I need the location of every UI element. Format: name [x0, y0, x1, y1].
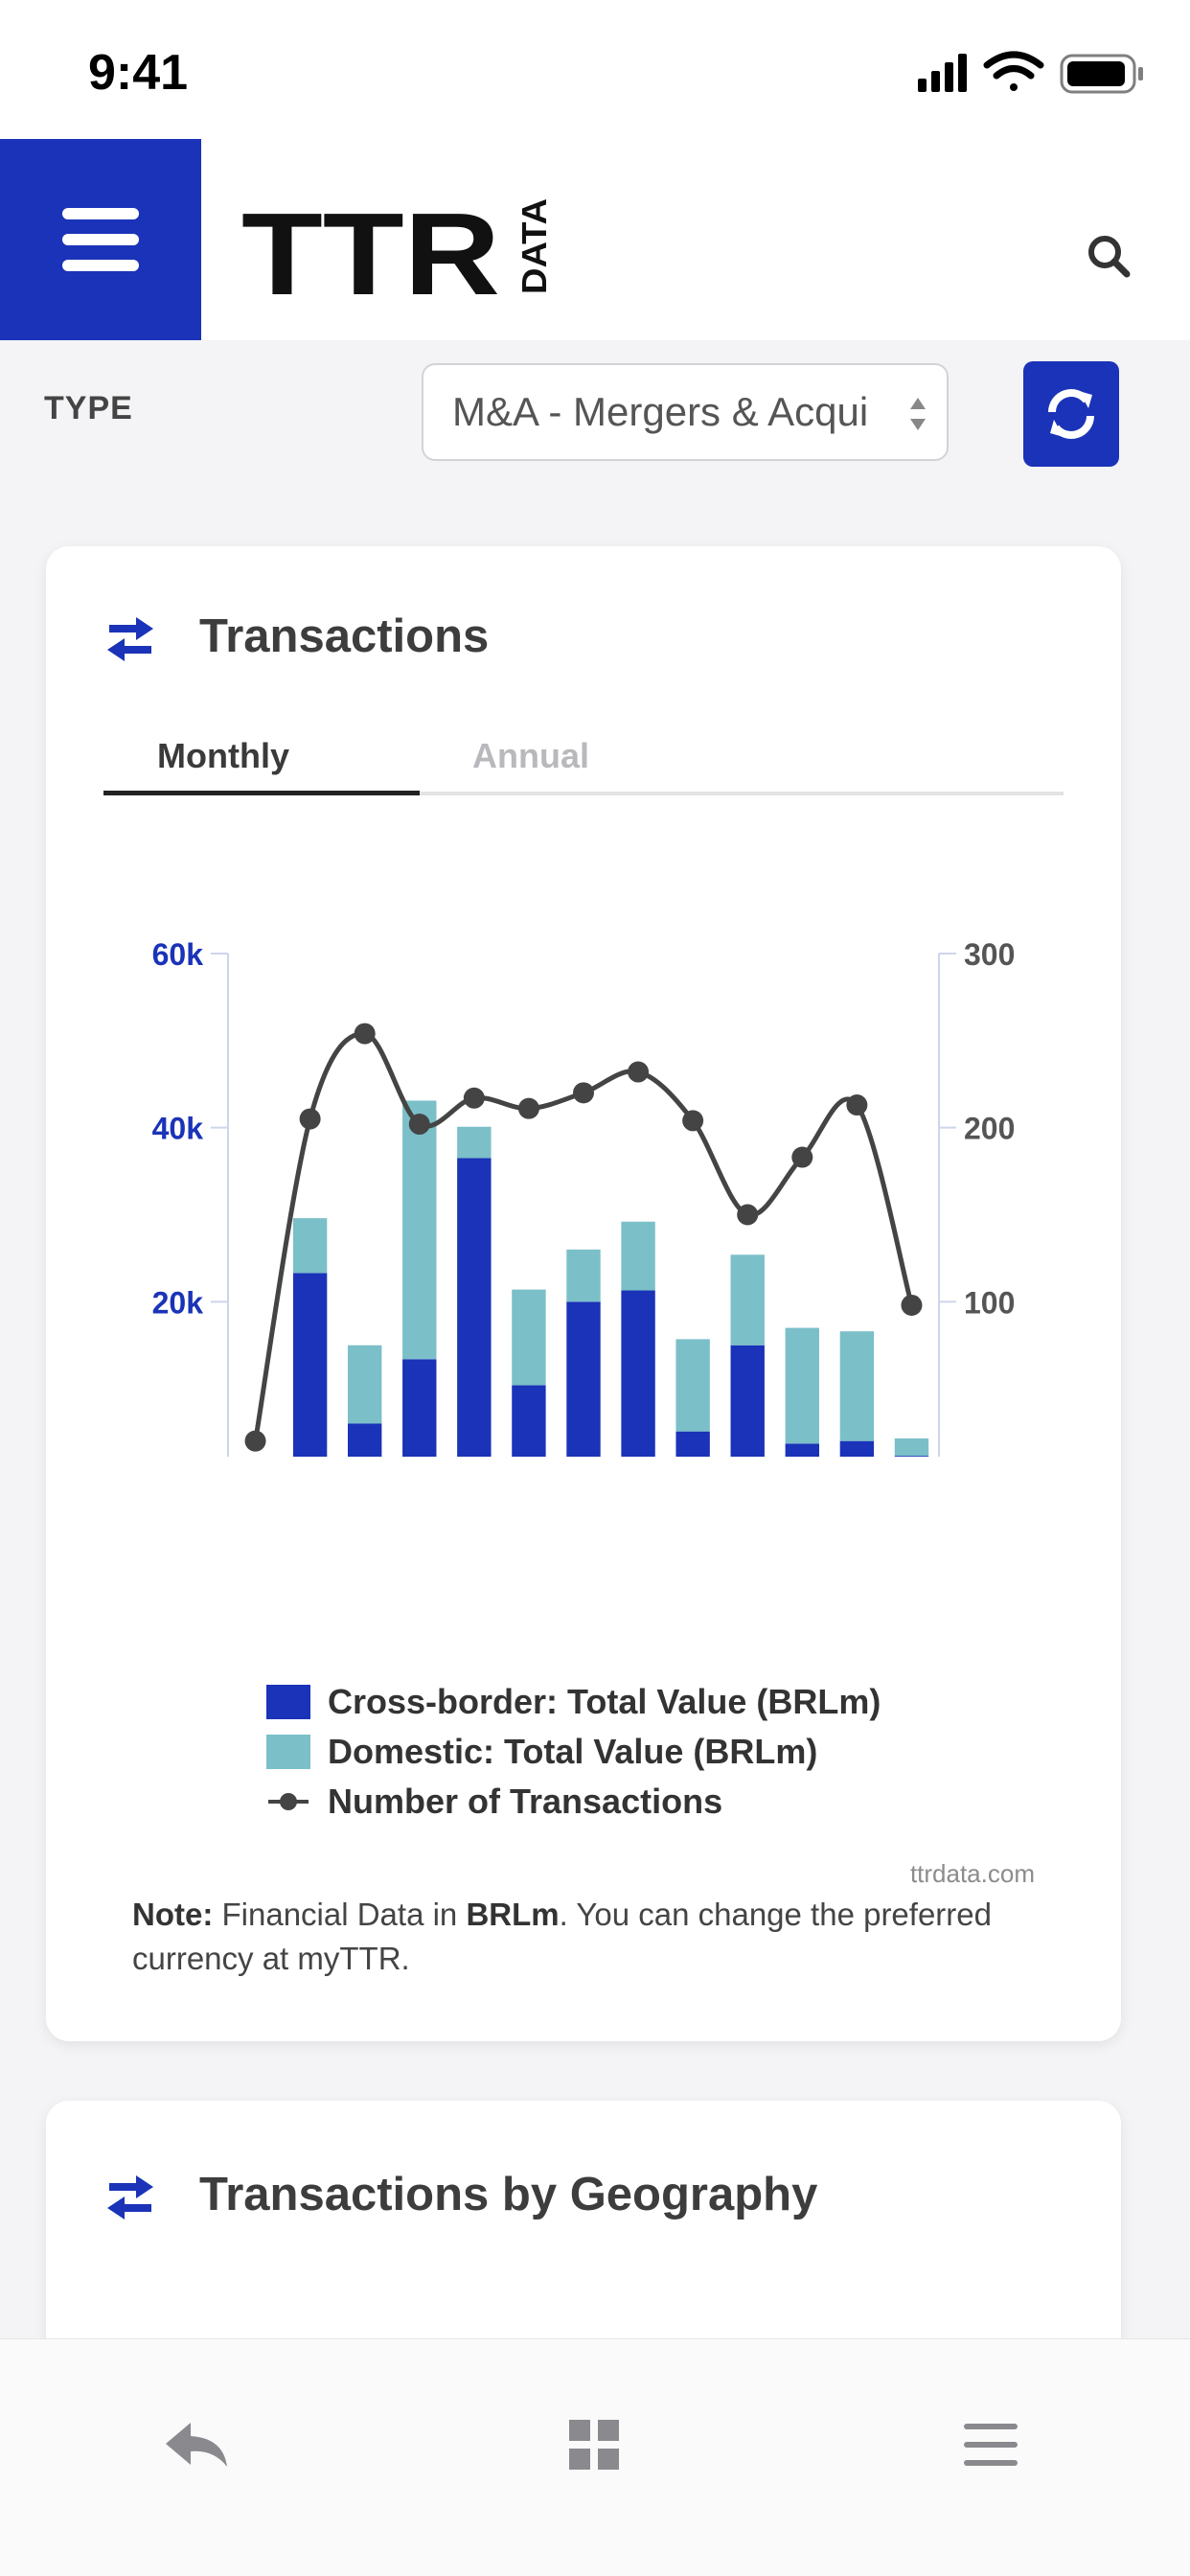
transactions-point: [791, 1146, 813, 1168]
bar-domestic: [785, 1327, 820, 1444]
bar-domestic: [457, 1126, 492, 1159]
bottom-toolbar: [0, 2338, 1190, 2576]
note-text-1: Financial Data in: [213, 1897, 467, 1932]
chart-svg: 0k20k40k60k0100200300Jan 2022Mar 2022May…: [152, 937, 1016, 1608]
bar-cross-border: [730, 1345, 765, 1476]
grid-icon: [569, 2420, 619, 2470]
chart-credit[interactable]: ttrdata.com: [909, 1859, 1035, 1888]
bar-domestic: [894, 1438, 929, 1457]
legend-swatch-cross-border: [266, 1685, 310, 1719]
status-bar: 9:41: [0, 0, 1190, 139]
transactions-point: [628, 1061, 650, 1083]
bar-cross-border: [785, 1443, 820, 1476]
bar-cross-border: [457, 1158, 492, 1476]
refresh-icon: [1048, 389, 1094, 439]
legend-swatch-domestic: [266, 1735, 310, 1769]
bar-domestic: [730, 1254, 765, 1346]
legend-label-transactions: Number of Transactions: [328, 1782, 723, 1821]
bar-cross-border: [675, 1431, 710, 1476]
y-right-tick-label: 200: [964, 1112, 1015, 1146]
wifi-icon: [983, 51, 1044, 91]
status-icons: [918, 51, 1143, 94]
legend-label-cross-border: Cross-border: Total Value (BRLm): [328, 1682, 881, 1721]
transactions-point: [408, 1114, 430, 1136]
hamburger-menu-button[interactable]: [0, 139, 201, 340]
reply-back-icon: [166, 2423, 227, 2467]
bar-domestic: [347, 1345, 382, 1424]
transactions-point: [846, 1094, 868, 1116]
bar-cross-border: [402, 1359, 437, 1476]
legend-cross-border[interactable]: Cross-border: Total Value (BRLm): [266, 1677, 995, 1727]
search-icon: [1088, 236, 1131, 278]
tab-monthly[interactable]: Monthly: [157, 736, 289, 775]
svg-text:TTR: TTR: [241, 198, 500, 304]
currency-note: Note: Financial Data in BRLm. You can ch…: [132, 1893, 1081, 1981]
transfer-icon: [107, 617, 153, 661]
refresh-button[interactable]: [1023, 361, 1119, 467]
geography-title: Transactions by Geography: [199, 2169, 818, 2220]
bar-domestic: [512, 1289, 546, 1386]
bar-cross-border: [347, 1423, 382, 1476]
chart-legend: Cross-border: Total Value (BRLm) Domesti…: [266, 1677, 995, 1827]
tab-annual[interactable]: Annual: [472, 736, 589, 775]
period-tabs: Monthly Annual: [103, 728, 1064, 795]
bar-domestic: [402, 1100, 437, 1360]
note-text-2: . You can change the preferred currency …: [132, 1897, 992, 1976]
bar-domestic: [839, 1331, 875, 1441]
transactions-point: [517, 1097, 539, 1119]
ttr-data-logo[interactable]: TTR DATA: [241, 198, 558, 304]
note-prefix: Note:: [132, 1897, 214, 1932]
transactions-point: [244, 1430, 266, 1452]
bar-cross-border: [512, 1385, 546, 1476]
bar-domestic: [675, 1339, 710, 1432]
bar-cross-border: [292, 1273, 328, 1476]
svg-text:DATA: DATA: [515, 198, 554, 294]
bar-cross-border: [839, 1440, 875, 1476]
legend-line-marker: [268, 1793, 309, 1810]
y-left-tick-label: 40k: [152, 1112, 204, 1146]
y-left-tick-label: 60k: [152, 937, 204, 972]
note-bold: BRLm: [466, 1897, 560, 1932]
y-right-tick-label: 100: [964, 1285, 1015, 1320]
filter-row: TYPE M&A - Mergers & Acqui: [0, 340, 1190, 503]
bar-domestic: [566, 1249, 601, 1302]
transactions-point: [682, 1110, 704, 1132]
back-button[interactable]: [159, 2406, 236, 2483]
app-header: TTR DATA: [0, 139, 1190, 340]
bar-cross-border: [566, 1301, 601, 1476]
bar-cross-border: [894, 1456, 929, 1476]
select-arrows-icon: [910, 398, 926, 430]
bar-domestic: [621, 1221, 655, 1291]
bar-cross-border: [621, 1290, 655, 1476]
legend-transactions[interactable]: Number of Transactions: [266, 1777, 995, 1827]
battery-icon: [1060, 54, 1143, 94]
transactions-chart: 0k20k40k60k0100200300Jan 2022Mar 2022May…: [46, 824, 1121, 1608]
transactions-point: [901, 1294, 923, 1316]
transactions-point: [463, 1087, 485, 1109]
transactions-card: Transactions Monthly Annual 0k20k40k60k0…: [46, 546, 1121, 2041]
type-select[interactable]: M&A - Mergers & Acqui: [422, 363, 949, 461]
bar-domestic: [292, 1218, 328, 1274]
y-left-tick-label: 20k: [152, 1285, 204, 1320]
type-label: TYPE: [44, 390, 133, 426]
menu-button[interactable]: [952, 2406, 1029, 2483]
transactions-point: [354, 1023, 376, 1045]
transactions-point: [299, 1108, 321, 1130]
transfer-icon: [107, 2175, 153, 2220]
legend-label-domestic: Domestic: Total Value (BRLm): [328, 1732, 818, 1771]
y-right-tick-label: 300: [964, 937, 1015, 972]
signal-icon: [918, 54, 967, 92]
search-button[interactable]: [1083, 230, 1140, 288]
transactions-point: [573, 1082, 594, 1104]
type-select-value: M&A - Mergers & Acqui: [452, 389, 869, 434]
status-time: 9:41: [88, 45, 189, 101]
grid-button[interactable]: [556, 2406, 632, 2483]
transactions-point: [737, 1204, 759, 1226]
legend-domestic[interactable]: Domestic: Total Value (BRLm): [266, 1727, 995, 1777]
menu-lines-icon: [964, 2424, 1018, 2466]
hamburger-icon: [62, 208, 139, 271]
transactions-title: Transactions: [199, 610, 490, 662]
active-tab-indicator: [103, 791, 420, 795]
